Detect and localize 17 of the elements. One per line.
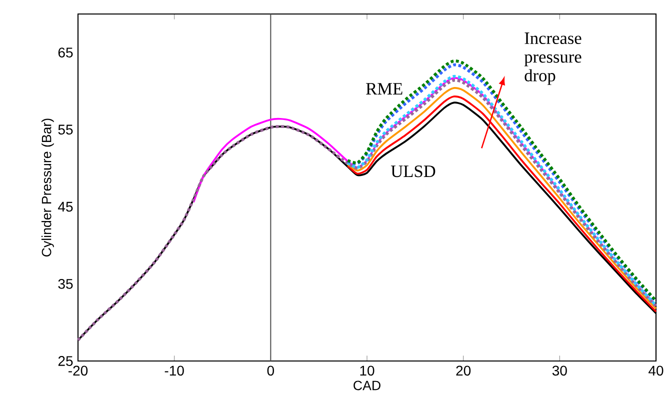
y-tick-label: 25 [58, 356, 73, 366]
x-tick-label: -20 [68, 366, 88, 376]
x-axis-title: CAD [354, 380, 380, 390]
x-tick-label: 10 [360, 366, 374, 376]
x-tick-label: 0 [267, 366, 274, 376]
x-tick-label: 20 [456, 366, 471, 376]
x-tick-label: -10 [164, 366, 184, 376]
y-tick-label: 55 [58, 124, 73, 135]
x-tick-label: 30 [552, 366, 567, 376]
y-tick-label: 45 [58, 202, 73, 212]
y-tick-label: 35 [58, 278, 73, 289]
x-tick-label: 40 [648, 366, 664, 376]
y-axis-title: Cylinder Pressure (Bar) [41, 118, 54, 256]
annotation: Increase pressure drop [524, 32, 582, 85]
y-tick-label: 65 [58, 48, 73, 58]
annotation: ULSD [390, 165, 436, 178]
annotation: RME [366, 83, 402, 94]
